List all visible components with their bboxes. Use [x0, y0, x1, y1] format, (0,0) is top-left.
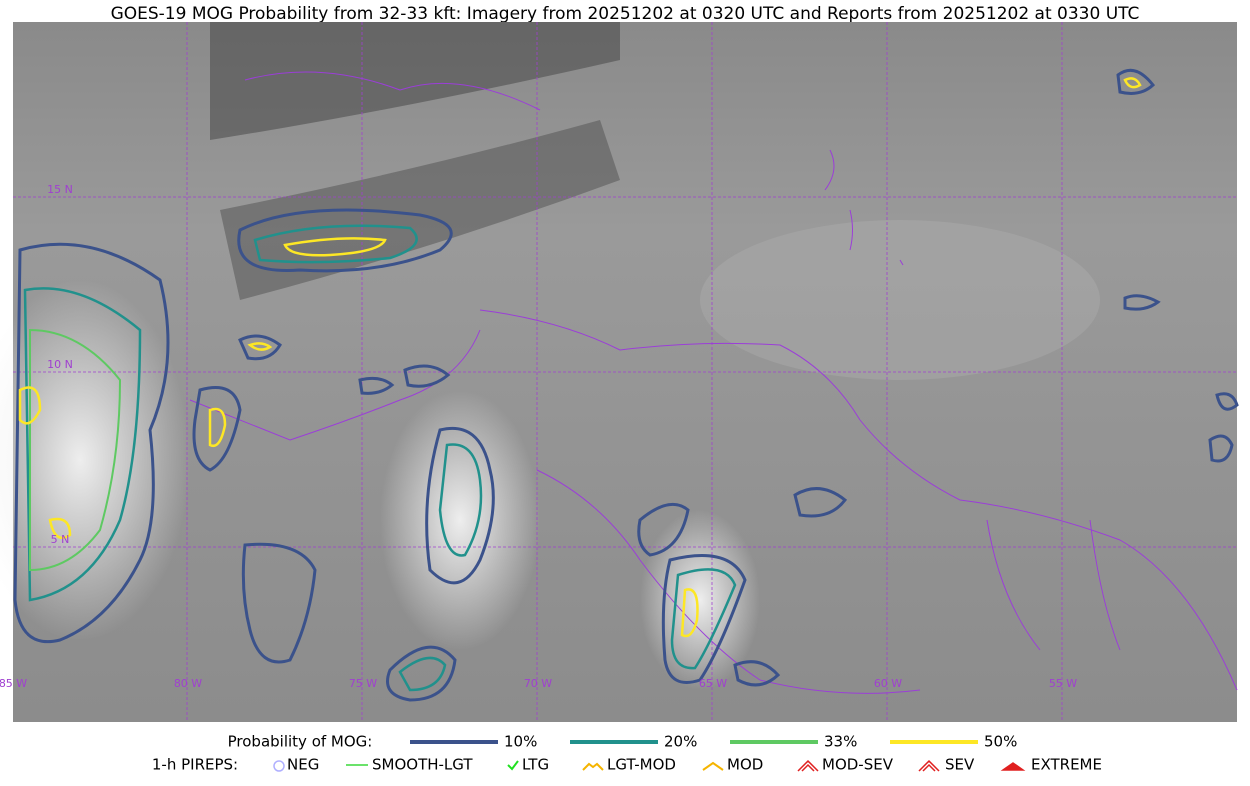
legend-label: 33% — [824, 733, 857, 751]
legend-label: MOD-SEV — [822, 756, 894, 774]
pirep-icon — [702, 761, 724, 771]
pirep-icon — [918, 759, 940, 772]
longitude-label: 85 W — [0, 677, 27, 690]
probability-legend-items: 10% 20% 33% 50% — [410, 733, 1017, 751]
legend-label: LTG — [522, 756, 549, 774]
legend-label: NEG — [287, 756, 319, 774]
latitude-labels: 15 N 10 N 5 N — [47, 183, 73, 546]
longitude-label: 70 W — [524, 677, 552, 690]
legend-label: 10% — [504, 733, 537, 751]
coastlines — [189, 71, 1238, 694]
title: GOES-19 MOG Probability from 32-33 kft: … — [111, 4, 1140, 24]
pirep-icon — [273, 760, 285, 772]
legend-label: 20% — [664, 733, 697, 751]
longitude-label: 80 W — [174, 677, 202, 690]
longitude-label: 55 W — [1049, 677, 1077, 690]
latitude-label: 10 N — [47, 358, 73, 371]
longitude-label: 65 W — [699, 677, 727, 690]
legend-label: SEV — [945, 756, 975, 774]
legend-label: EXTREME — [1031, 756, 1102, 774]
legend-label: MOD — [727, 756, 763, 774]
longitude-labels: 85 W 80 W 75 W 70 W 65 W 60 W 55 W — [0, 677, 1077, 690]
pireps-legend-items: NEG SMOOTH-LGT LTG LGT-MOD MOD MOD-SEV SEV EXTR… — [273, 756, 1102, 774]
pirep-icon — [582, 762, 604, 771]
legend-label: SMOOTH-LGT — [372, 756, 473, 774]
pirep-icon — [797, 759, 819, 772]
pireps-legend-title: 1-h PIREPS: — [152, 756, 238, 774]
mog-contours — [13, 68, 1239, 702]
legend-label: LGT-MOD — [607, 756, 676, 774]
latitude-label: 5 N — [51, 533, 70, 546]
legend: Probability of MOG: 10% 20% 33% 50% 1-h PIR… — [152, 733, 1102, 774]
longitude-label: 75 W — [349, 677, 377, 690]
map: 15 N 10 N 5 N 85 W 80 W 75 W 70 W 65 W 60 W 55 W — [0, 22, 1239, 722]
longitude-label: 60 W — [874, 677, 902, 690]
probability-legend-title: Probability of MOG: — [228, 733, 373, 751]
latitude-label: 15 N — [47, 183, 73, 196]
graticule — [13, 22, 1237, 722]
pirep-icon — [507, 760, 519, 771]
legend-label: 50% — [984, 733, 1017, 751]
pirep-icon — [1000, 762, 1026, 771]
